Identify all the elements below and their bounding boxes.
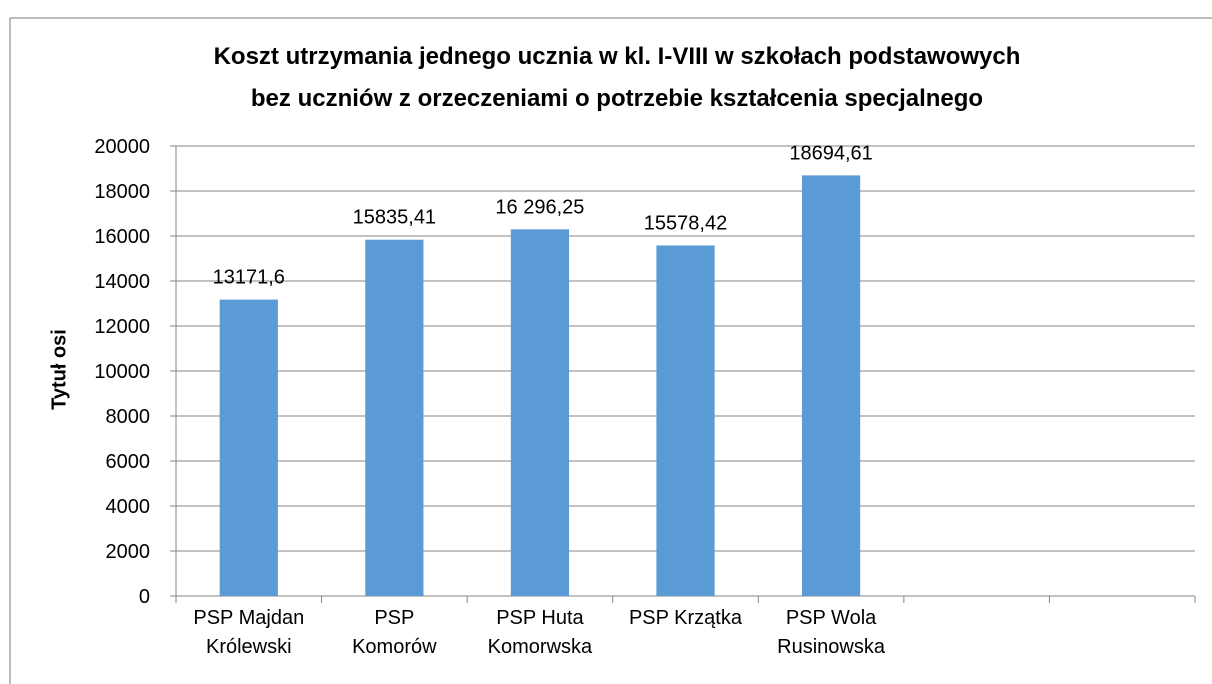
- data-label: 13171,6: [213, 267, 285, 289]
- chart-title: Koszt utrzymania jednego ucznia w kl. I-…: [213, 43, 1021, 112]
- data-label: 16 296,25: [495, 196, 584, 218]
- bar: [510, 229, 570, 596]
- x-tick-label: PSP Komorów: [352, 607, 437, 658]
- y-tick-label: 14000: [94, 271, 150, 293]
- y-tick-label: 10000: [94, 361, 150, 383]
- y-tick-label: 0: [139, 586, 150, 608]
- x-tick-label: PSP Huta Komorwska: [487, 607, 593, 658]
- y-tick-label: 16000: [94, 226, 150, 248]
- y-tick-label: 4000: [106, 496, 151, 518]
- y-tick-label: 12000: [94, 316, 150, 338]
- x-tick-label: PSP Wola Rusinowska: [777, 607, 885, 658]
- bar: [801, 175, 861, 596]
- data-label: 15578,42: [644, 212, 727, 234]
- bar: [219, 299, 278, 596]
- chart-border: [9, 17, 1212, 684]
- y-tick-label: 2000: [106, 541, 151, 563]
- bar: [365, 239, 424, 596]
- y-tick-label: 6000: [106, 451, 151, 473]
- y-tick-label: 18000: [94, 181, 150, 203]
- x-tick-label: PSP Majdan Królewski: [193, 607, 305, 658]
- data-label: 18694,61: [789, 142, 872, 164]
- y-tick-label: 20000: [94, 136, 150, 158]
- bar: [656, 245, 715, 597]
- y-axis-title: Tytuł osi: [48, 329, 71, 410]
- data-label: 15835,41: [353, 207, 436, 229]
- y-tick-label: 8000: [106, 406, 151, 428]
- x-tick-label: PSP Krzątka: [628, 607, 742, 629]
